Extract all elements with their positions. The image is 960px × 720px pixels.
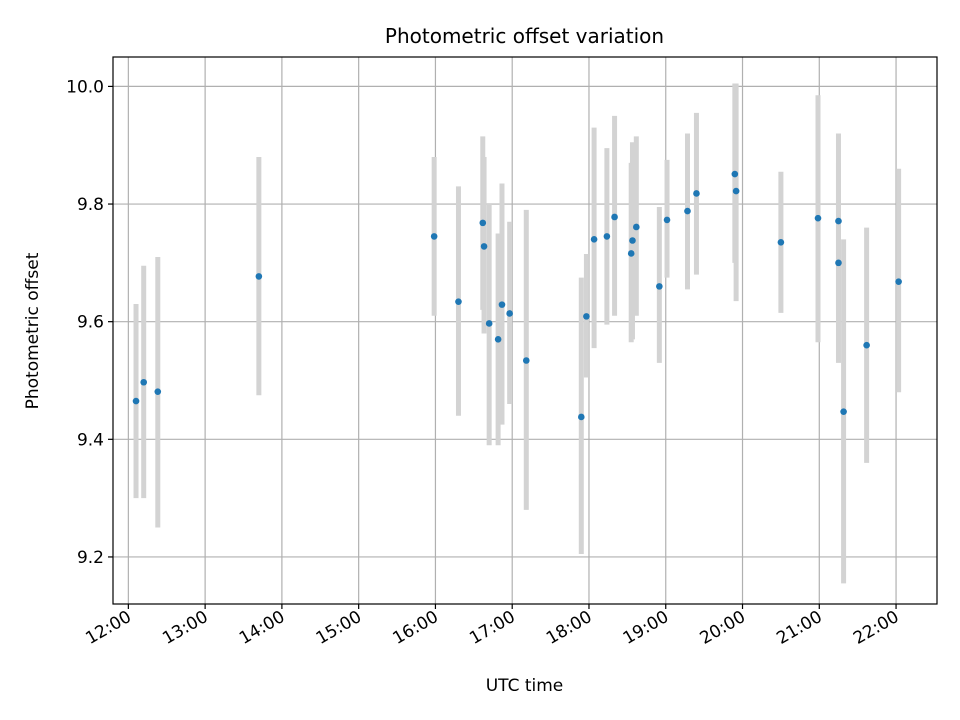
y-axis: 9.2 9.4 9.6 9.8 10.0 <box>66 77 113 568</box>
y-axis-title: Photometric offset <box>23 252 43 409</box>
error-bars <box>133 83 902 584</box>
y-tick-label: 10.0 <box>66 77 104 97</box>
data-point <box>154 388 162 395</box>
data-point <box>577 413 585 421</box>
data-point <box>430 233 438 240</box>
data-point <box>479 219 487 227</box>
x-axis: 12:00 13:00 14:00 15:00 16:00 17:00 18:00 19:00… <box>82 604 903 649</box>
data-point <box>485 320 493 327</box>
data-point <box>455 298 462 305</box>
data-point <box>777 238 785 246</box>
data-point <box>583 313 590 320</box>
data-point <box>498 301 506 308</box>
data-point <box>255 273 263 280</box>
data-point <box>633 223 640 231</box>
y-tick-label: 9.4 <box>77 430 104 450</box>
data-point <box>629 237 636 244</box>
data-point <box>656 283 663 290</box>
y-tick-label: 9.8 <box>77 195 104 215</box>
data-point <box>895 278 902 285</box>
data-point <box>590 236 598 243</box>
data-point <box>732 187 740 195</box>
data-point <box>814 214 822 222</box>
x-tick-label: 17:00 <box>466 607 518 649</box>
data-point <box>603 233 611 240</box>
x-tick-label: 13:00 <box>159 607 211 649</box>
data-point <box>627 250 635 257</box>
data-point <box>863 341 870 349</box>
data-point <box>480 243 488 250</box>
x-tick-label: 20:00 <box>697 607 749 649</box>
data-point <box>494 336 502 343</box>
data-point <box>835 259 842 267</box>
data-point <box>132 397 140 405</box>
x-tick-label: 12:00 <box>82 607 134 649</box>
data-point <box>522 357 530 364</box>
data-point <box>140 378 148 386</box>
data-point <box>611 213 618 221</box>
x-tick-label: 19:00 <box>620 607 672 649</box>
x-axis-title: UTC time <box>486 676 564 696</box>
data-point <box>663 216 671 224</box>
data-point <box>835 217 842 225</box>
x-tick-label: 15:00 <box>313 607 365 649</box>
data-point <box>684 207 691 215</box>
y-tick-label: 9.2 <box>77 548 104 568</box>
data-point <box>731 170 739 178</box>
data-points <box>132 170 902 421</box>
x-tick-label: 21:00 <box>773 607 825 649</box>
data-point <box>506 310 513 317</box>
x-tick-label: 22:00 <box>850 607 902 649</box>
y-tick-label: 9.6 <box>77 313 104 333</box>
data-point <box>693 190 700 197</box>
chart-title: Photometric offset variation <box>385 24 664 48</box>
x-tick-label: 18:00 <box>543 607 595 649</box>
plot-frame <box>112 56 938 605</box>
x-tick-label: 16:00 <box>389 607 441 649</box>
data-point <box>840 408 847 415</box>
x-tick-label: 14:00 <box>236 607 288 649</box>
